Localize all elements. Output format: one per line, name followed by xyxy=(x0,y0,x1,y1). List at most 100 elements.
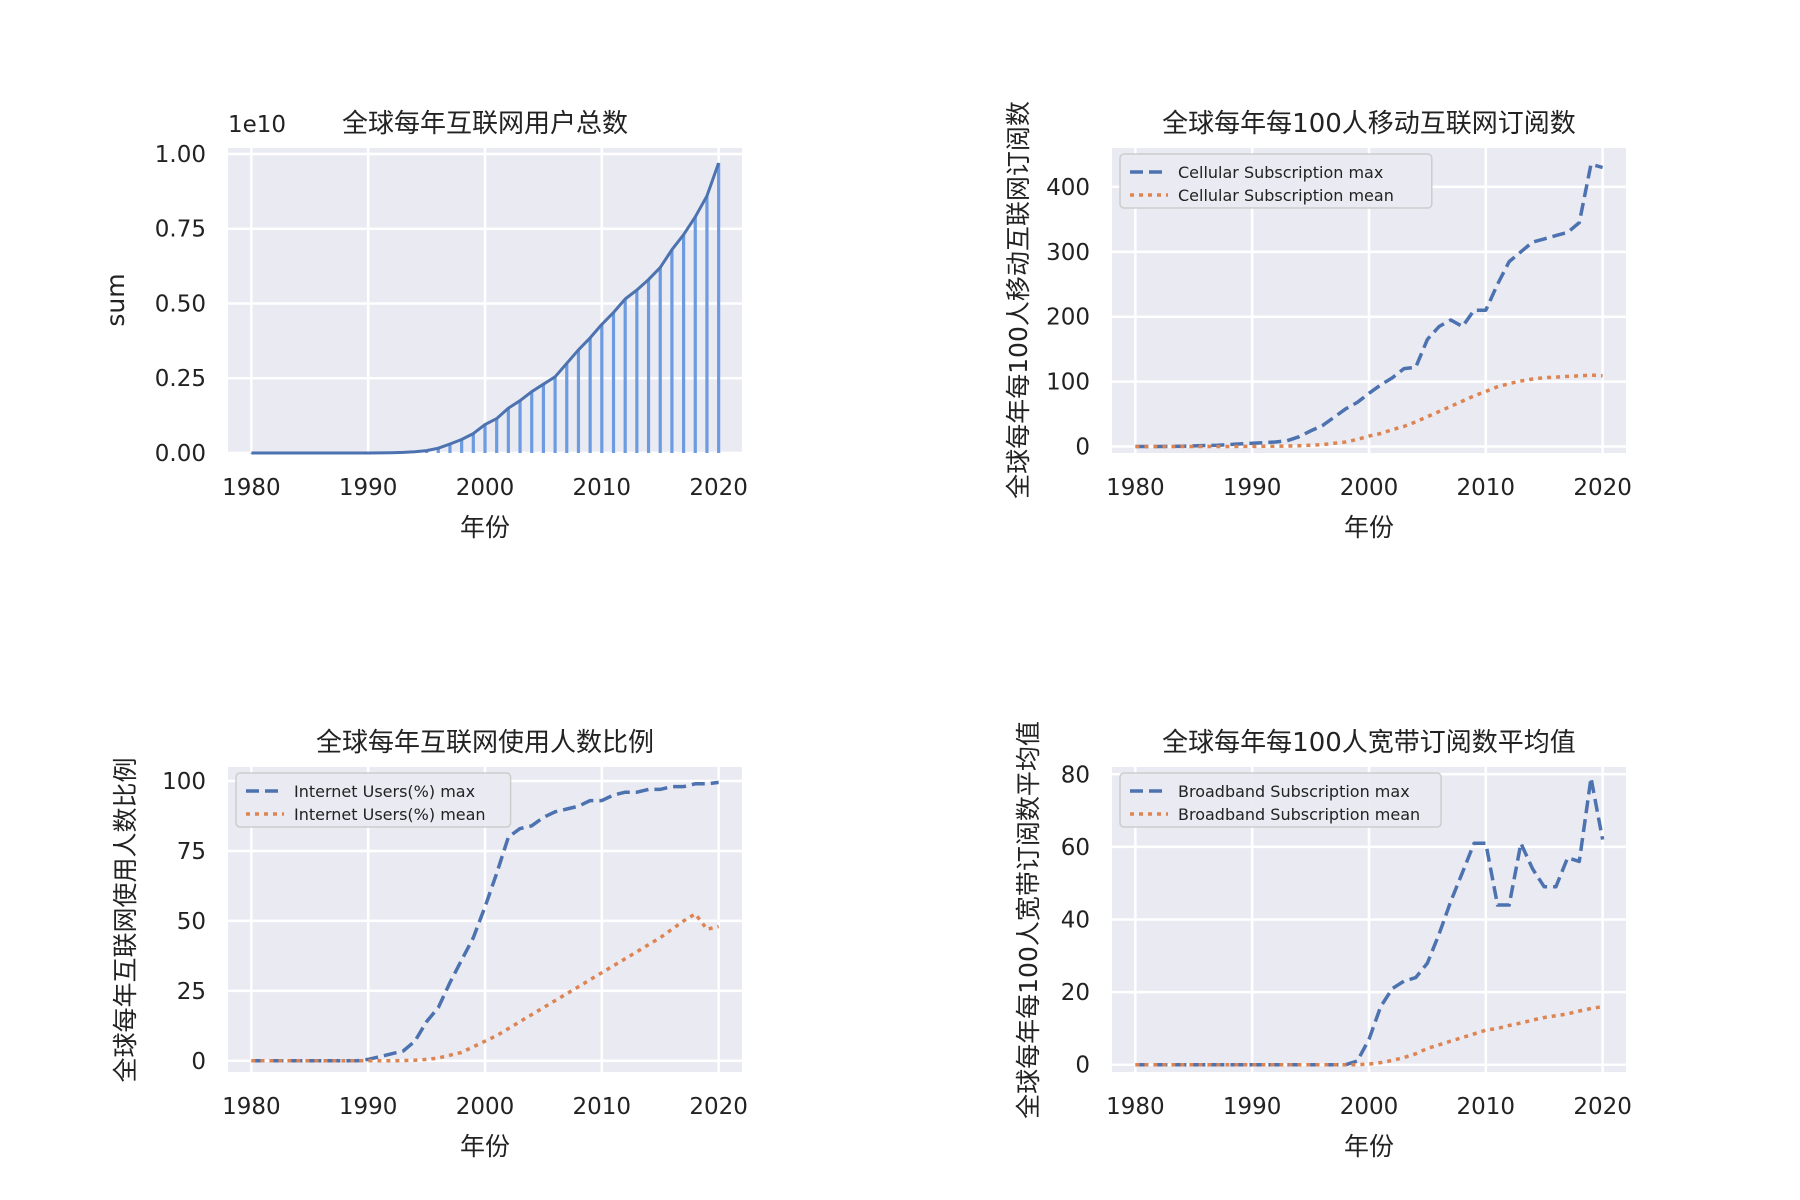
bar xyxy=(588,337,592,453)
x-axis-label: 年份 xyxy=(1344,1132,1394,1161)
bar xyxy=(705,195,709,453)
y-tick-label: 0.00 xyxy=(155,441,206,467)
x-tick-label: 2000 xyxy=(456,475,515,501)
y-tick-label: 0.50 xyxy=(155,291,206,317)
bar xyxy=(611,312,616,453)
x-tick-label: 2000 xyxy=(456,1094,515,1120)
y-tick-label: 0 xyxy=(191,1049,206,1075)
x-tick-label: 1990 xyxy=(1223,1094,1282,1120)
x-tick-label: 2020 xyxy=(1573,1094,1632,1120)
y-tick-label: 400 xyxy=(1046,175,1090,201)
bar xyxy=(495,418,499,453)
bar xyxy=(635,290,639,453)
legend-entry: Internet Users(%) max xyxy=(294,782,475,801)
y-tick-label: 60 xyxy=(1061,835,1090,861)
x-tick-label: 2010 xyxy=(1457,475,1516,501)
x-tick-label: 2020 xyxy=(1573,475,1632,501)
y-tick-label: 200 xyxy=(1046,305,1090,331)
chart-panel-1: 1980 1990 2000 2010 2020 0.00 0.25 0.50 0.75 1.00… xyxy=(101,109,748,542)
bar xyxy=(693,216,697,453)
x-tick-label: 1980 xyxy=(222,1094,281,1120)
y-offset-label: 1e10 xyxy=(228,112,286,138)
legend-entry: Broadband Subscription mean xyxy=(1178,805,1420,824)
bar xyxy=(553,376,557,453)
bar xyxy=(471,433,475,453)
x-tick-label: 2010 xyxy=(573,1094,632,1120)
y-axis-label: 全球每年每100人宽带订阅数平均值 xyxy=(1014,721,1043,1119)
y-tick-label: 300 xyxy=(1046,240,1090,266)
chart-panel-2: 1980 1990 2000 2010 2020 0 100 200 300 400 全球每年每10… xyxy=(1004,101,1632,542)
y-tick-label: 100 xyxy=(1046,370,1090,396)
y-tick-label: 100 xyxy=(162,769,206,795)
x-tick-label: 1980 xyxy=(222,475,281,501)
y-tick-label: 1.00 xyxy=(155,142,206,168)
legend-entry: Broadband Subscription max xyxy=(1178,782,1410,801)
x-tick-label: 2000 xyxy=(1340,475,1399,501)
x-tick-label: 2000 xyxy=(1340,1094,1399,1120)
x-tick-label: 1990 xyxy=(339,1094,398,1120)
y-axis-label: 全球每年每100人移动互联网订阅数 xyxy=(1004,101,1033,499)
chart-panel-3: 1980 1990 2000 2010 2020 0 25 50 75 100 全球每年互联网使用人… xyxy=(111,728,748,1161)
bar xyxy=(565,363,569,453)
legend: Cellular Subscription max Cellular Subscr… xyxy=(1119,153,1433,209)
legend-entry: Cellular Subscription max xyxy=(1178,163,1383,182)
bar xyxy=(576,349,581,453)
legend: Broadband Subscription max Broadband Subs… xyxy=(1119,772,1442,828)
chart-panel-4: 1980 1990 2000 2010 2020 0 20 40 60 80 全球每年每100人宽带… xyxy=(1014,721,1632,1161)
series-line xyxy=(251,780,719,1063)
x-tick-label: 1990 xyxy=(1223,475,1282,501)
legend-entry: Internet Users(%) mean xyxy=(294,805,486,824)
chart-title: 全球每年互联网使用人数比例 xyxy=(316,728,654,758)
y-tick-label: 0.75 xyxy=(155,217,206,243)
y-tick-label: 25 xyxy=(177,979,206,1005)
bar xyxy=(541,384,546,453)
y-tick-label: 0 xyxy=(1075,435,1090,461)
bar xyxy=(600,324,604,453)
bar xyxy=(518,400,522,453)
x-tick-label: 2010 xyxy=(573,475,632,501)
y-tick-label: 80 xyxy=(1061,762,1090,788)
x-tick-label: 1980 xyxy=(1106,475,1165,501)
chart-title: 全球每年每100人宽带订阅数平均值 xyxy=(1162,728,1576,758)
legend-box xyxy=(235,772,512,828)
series-line xyxy=(251,912,720,1063)
series-line xyxy=(1135,373,1603,449)
legend: Internet Users(%) max Internet Users(%) m… xyxy=(235,772,512,828)
legend-box xyxy=(1119,772,1442,828)
x-tick-label: 2020 xyxy=(689,1094,748,1120)
bar xyxy=(506,408,510,453)
chart-title: 全球每年互联网用户总数 xyxy=(342,109,628,139)
series-line xyxy=(1135,162,1604,449)
x-tick-label: 2020 xyxy=(689,475,748,501)
bar xyxy=(717,162,721,453)
y-tick-label: 75 xyxy=(177,839,206,865)
y-tick-label: 0.25 xyxy=(155,366,206,392)
x-axis-label: 年份 xyxy=(460,1132,510,1161)
bar xyxy=(436,448,440,453)
chart-title: 全球每年每100人移动互联网订阅数 xyxy=(1162,109,1576,139)
bar xyxy=(483,424,487,453)
bar xyxy=(658,267,662,453)
legend-box xyxy=(1119,153,1433,209)
legend-entry: Cellular Subscription mean xyxy=(1178,186,1394,205)
x-tick-label: 2010 xyxy=(1457,1094,1516,1120)
bar xyxy=(670,249,674,453)
series-line xyxy=(251,162,721,455)
series-line xyxy=(1135,776,1605,1067)
bar xyxy=(646,279,651,453)
y-axis-label: 全球每年互联网使用人数比例 xyxy=(111,757,140,1082)
x-axis-label: 年份 xyxy=(460,513,510,542)
bar xyxy=(448,444,452,453)
y-axis-label: sum xyxy=(101,273,130,326)
y-tick-label: 40 xyxy=(1061,908,1090,934)
y-tick-label: 0 xyxy=(1075,1053,1090,1079)
y-tick-label: 20 xyxy=(1061,980,1090,1006)
bar xyxy=(681,234,686,453)
y-tick-label: 50 xyxy=(177,909,206,935)
bar xyxy=(249,453,253,454)
bar xyxy=(460,439,464,453)
bar xyxy=(530,391,534,453)
x-tick-label: 1980 xyxy=(1106,1094,1165,1120)
